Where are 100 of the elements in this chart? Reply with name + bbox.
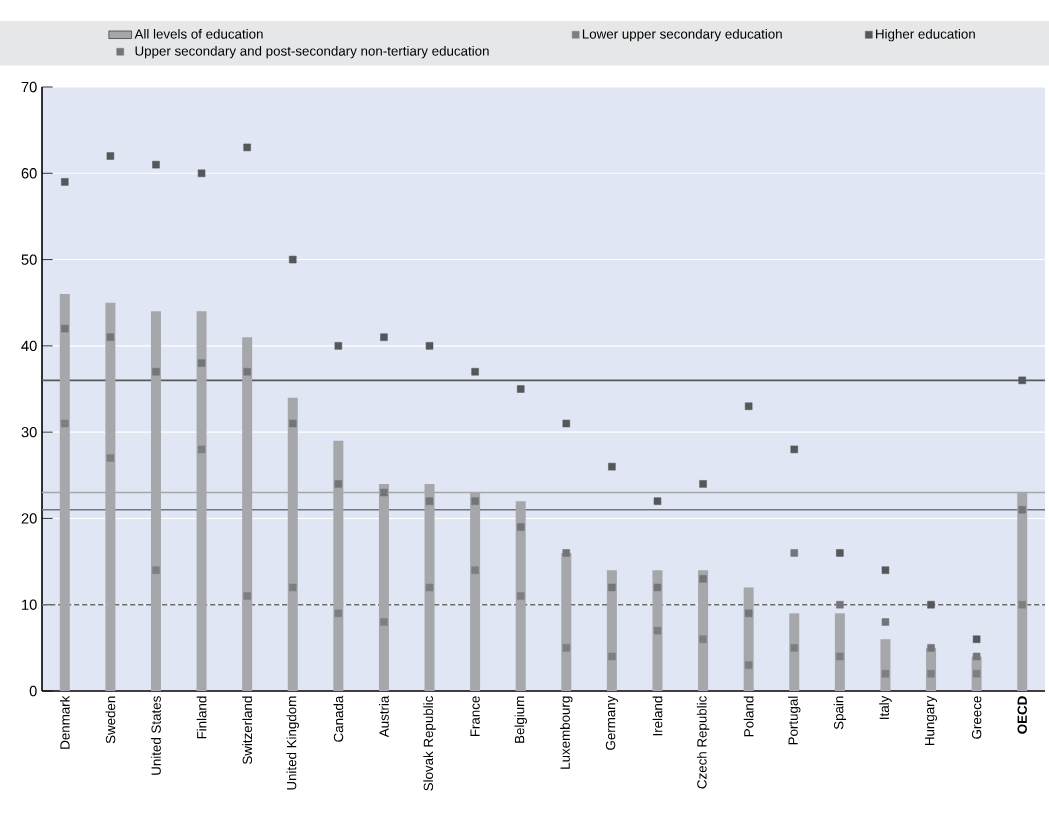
point xyxy=(61,178,69,186)
point xyxy=(243,143,251,152)
point xyxy=(380,618,388,626)
legend-label: All levels of education xyxy=(134,28,263,39)
y-tick-label: 20 xyxy=(21,513,37,524)
point xyxy=(608,652,616,661)
x-tick-label: Canada xyxy=(333,695,344,742)
point xyxy=(1018,376,1026,385)
x-tick-label: Denmark xyxy=(59,695,70,749)
point xyxy=(653,497,662,505)
point xyxy=(243,592,251,600)
y-tick-label: 30 xyxy=(21,426,37,438)
point xyxy=(836,600,844,609)
bar xyxy=(561,552,572,691)
point xyxy=(425,342,434,350)
x-tick-label: United States xyxy=(151,696,161,775)
point xyxy=(1018,506,1026,514)
x-tick-label: Luxembourg xyxy=(560,696,573,769)
point xyxy=(653,583,662,592)
point xyxy=(197,359,206,367)
x-tick-label: Spain xyxy=(833,696,847,730)
bar xyxy=(515,501,526,691)
x-tick-label: Sweden xyxy=(105,696,116,744)
x-tick-label: Belgium xyxy=(514,696,527,743)
point xyxy=(516,592,525,600)
point xyxy=(106,454,115,462)
point xyxy=(152,566,160,574)
point xyxy=(972,635,981,643)
point xyxy=(881,566,890,574)
point xyxy=(289,583,297,592)
point xyxy=(425,583,434,592)
point xyxy=(744,661,753,669)
point xyxy=(608,583,616,592)
point xyxy=(152,368,160,376)
legend-label: Lower upper secondary education xyxy=(582,28,782,42)
point xyxy=(562,549,571,557)
point xyxy=(562,419,571,428)
point xyxy=(881,670,890,678)
point xyxy=(471,368,479,376)
y-tick-label: 60 xyxy=(21,168,37,179)
y-tick-label: 50 xyxy=(21,254,37,265)
y-tick-label: 70 xyxy=(21,81,37,93)
point xyxy=(334,609,343,618)
x-tick-label: Poland xyxy=(743,696,754,737)
point xyxy=(790,549,798,557)
point xyxy=(699,480,707,488)
point xyxy=(106,333,115,341)
x-tick-label: Switzerland xyxy=(242,696,253,765)
point xyxy=(744,402,753,410)
point xyxy=(106,152,115,160)
point xyxy=(516,385,525,393)
legend-label: Higher education xyxy=(876,28,975,42)
y-tick-label: 40 xyxy=(21,340,37,352)
point xyxy=(836,652,844,661)
bar xyxy=(834,613,845,691)
x-tick-label: Italy xyxy=(879,695,892,719)
point xyxy=(927,670,935,678)
x-tick-label: Czech Republic xyxy=(696,696,710,789)
point xyxy=(197,169,206,178)
point xyxy=(699,635,707,643)
point xyxy=(653,626,662,635)
bar xyxy=(698,570,709,691)
x-tick-label: Greece xyxy=(971,696,982,739)
x-tick-label: Portugal xyxy=(788,696,801,745)
point xyxy=(699,575,707,583)
x-tick-label: Ireland xyxy=(652,696,663,736)
point xyxy=(562,644,571,652)
point xyxy=(1018,600,1026,609)
x-tick-label: United Kingdom xyxy=(286,696,299,790)
point xyxy=(61,419,69,428)
point xyxy=(836,549,844,557)
point xyxy=(425,497,434,505)
y-tick-label: 0 xyxy=(29,685,37,697)
point xyxy=(471,497,479,505)
point xyxy=(927,644,935,652)
point xyxy=(790,644,798,652)
point xyxy=(197,445,206,454)
point xyxy=(61,324,69,333)
x-tick-label: Finland xyxy=(196,696,207,739)
bar xyxy=(789,613,800,691)
point xyxy=(471,566,479,574)
x-tick-label: Germany xyxy=(605,695,618,750)
x-tick-label: Hungary xyxy=(925,695,937,746)
point xyxy=(972,652,981,661)
point xyxy=(927,600,935,609)
point xyxy=(334,342,343,350)
point xyxy=(790,445,798,454)
y-tick-label: 10 xyxy=(22,599,37,610)
point xyxy=(243,368,251,376)
point xyxy=(380,488,388,497)
x-tick-label: Austria xyxy=(379,695,389,738)
x-tick-label: France xyxy=(470,696,480,737)
point xyxy=(152,160,160,169)
point xyxy=(744,609,753,618)
point xyxy=(334,480,343,488)
point xyxy=(289,255,297,264)
point xyxy=(608,462,616,471)
point xyxy=(380,333,388,341)
legend-label: Upper secondary and post-secondary non-tertiary education xyxy=(135,45,489,59)
point xyxy=(289,419,297,428)
